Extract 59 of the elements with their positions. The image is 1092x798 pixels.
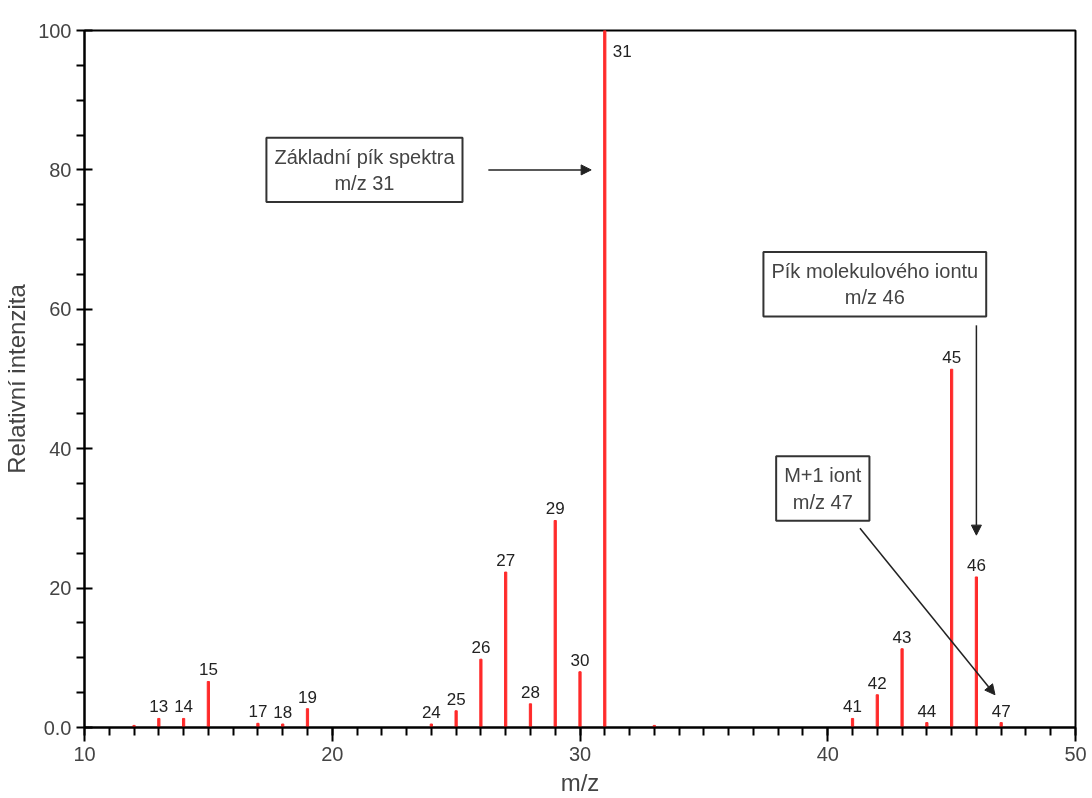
- bar: [603, 30, 607, 728]
- bar: [900, 648, 904, 728]
- bar: [305, 708, 310, 728]
- bar: [553, 519, 557, 728]
- y-axis-title: Relativní intenzita: [3, 283, 31, 474]
- y-tick-label: 20: [49, 577, 72, 600]
- annotation: Pík molekulového iontu m/z 46: [771, 260, 979, 309]
- annotation: 44: [917, 701, 937, 721]
- x-axis-title: m/z: [560, 768, 600, 796]
- y-tick-label: 100: [38, 19, 72, 42]
- annotation: 29: [545, 499, 565, 519]
- bar: [181, 717, 186, 728]
- annotation: M+1 iont m/z 47: [784, 464, 862, 513]
- y-tick-label: 40: [49, 437, 72, 460]
- x-tick-label: 40: [816, 742, 839, 765]
- annotation: 19: [298, 687, 317, 707]
- bar: [925, 722, 929, 728]
- bar: [850, 717, 855, 728]
- bar: [974, 576, 979, 728]
- x-tick-label: 10: [73, 742, 96, 765]
- bar: [528, 703, 533, 728]
- annotation: 24: [421, 703, 441, 723]
- annotation: 26: [471, 638, 491, 658]
- bar: [429, 723, 433, 728]
- bar: [578, 671, 582, 728]
- bar: [157, 717, 161, 728]
- annotation: 15: [198, 660, 218, 680]
- annotation: 27: [496, 551, 516, 571]
- bar: [256, 722, 260, 728]
- bar: [875, 694, 879, 728]
- annotation: Základní pík spektra m/z 31: [274, 145, 456, 195]
- bar: [999, 722, 1003, 728]
- annotation: 41: [843, 697, 862, 717]
- annotation: 25: [446, 689, 466, 709]
- annotation: 47: [991, 701, 1011, 721]
- bar: [206, 681, 210, 728]
- annotation: 43: [892, 627, 912, 647]
- annotation: 31: [612, 41, 632, 61]
- y-tick-label: 80: [49, 158, 72, 181]
- annotation: 46: [966, 555, 986, 575]
- x-tick-label: 30: [568, 742, 592, 765]
- annotation: 17: [248, 702, 268, 722]
- y-tick-label: 0.0: [43, 716, 72, 739]
- annotation: 45: [942, 348, 962, 368]
- annotation: 30: [570, 650, 590, 670]
- bar: [504, 571, 508, 728]
- annotation: 18: [273, 703, 293, 723]
- annotation: 14: [174, 697, 194, 717]
- bar: [454, 710, 458, 728]
- x-tick-label: 20: [321, 742, 344, 765]
- bar: [281, 723, 285, 728]
- bar: [950, 368, 954, 728]
- bar: [132, 724, 136, 728]
- annotation: 13: [149, 697, 169, 717]
- bar: [479, 658, 483, 728]
- annotation: 42: [867, 673, 887, 693]
- y-tick-label: 60: [49, 298, 72, 321]
- annotation: 28: [521, 682, 540, 702]
- x-tick-label: 50: [1064, 742, 1087, 765]
